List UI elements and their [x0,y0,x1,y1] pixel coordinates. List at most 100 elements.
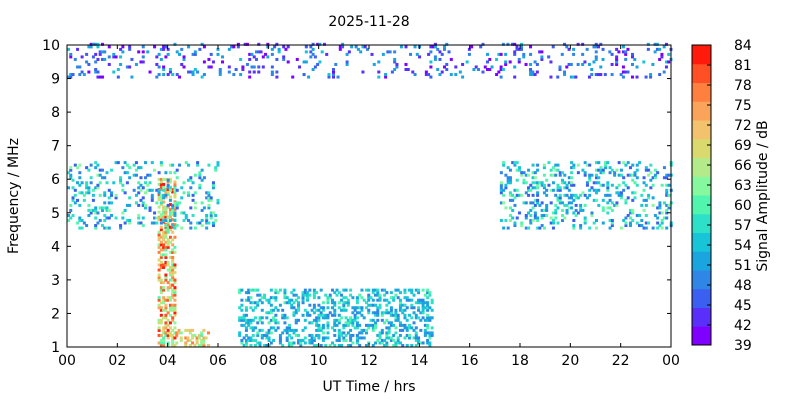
spectrogram-cell [328,293,332,297]
spectrogram-cell [321,308,325,312]
spectrogram-cell [168,298,172,302]
spectrogram-cell [581,62,585,66]
spectrogram-cell [144,206,148,210]
spectrogram-cell [157,195,161,199]
spectrogram-cell [308,338,312,342]
spectrogram-cell [173,250,177,254]
spectrogram-cell [531,176,535,180]
spectrogram-cell [349,321,353,325]
spectrogram-cell [137,166,141,170]
spectrogram-cell [588,188,592,192]
spectrogram-cell [378,333,382,337]
spectrogram-cell [556,196,560,200]
spectrogram-cell [423,318,427,322]
spectrogram-cell [312,306,316,310]
spectrogram-cell [303,291,307,295]
spectrogram-cell [166,193,170,196]
spectrogram-cell [601,183,605,187]
spectrogram-cell [247,338,251,342]
spectrogram-cell [308,303,312,307]
spectrogram-cell [173,186,177,190]
spectrogram-cell [157,278,161,282]
spectrogram-cell [554,208,558,212]
spectrogram-cell [257,42,261,46]
spectrogram-cell [597,168,601,172]
spectrogram-cell [597,45,601,49]
spectrogram-cell [615,201,619,205]
spectrogram-cell [371,288,375,292]
spectrogram-cell [128,221,132,225]
spectrogram-cell [206,331,210,335]
spectrogram-cell [301,298,305,302]
spectrogram-cell [527,193,531,197]
spectrogram-cell [114,216,118,220]
spectrogram-cell [312,311,316,315]
spectrogram-cell [207,196,211,200]
spectrogram-cell [177,331,181,335]
spectrogram-cell [164,45,168,49]
spectrogram-cell [326,301,330,305]
spectrogram-cell [633,173,637,177]
spectrogram-cell [202,206,206,210]
spectrogram-cell [247,298,251,302]
spectrogram-cell [180,226,184,230]
spectrogram-cell [385,333,389,337]
spectrogram-cell [617,191,621,195]
spectrogram-cell [297,301,301,305]
spectrogram-cell [302,60,306,64]
spectrogram-cell [175,206,179,210]
spectrogram-cell [307,75,311,79]
spectrogram-cell [159,318,163,322]
spectrogram-cell [371,298,375,302]
spectrogram-cell [98,206,102,210]
spectrogram-cell [144,181,148,185]
spectrogram-cell [356,47,360,51]
spectrogram-cell [449,73,453,77]
spectrogram-cell [269,318,273,322]
spectrogram-cell [540,201,544,205]
spectrogram-cell [558,65,562,69]
spectrogram-cell [337,291,341,295]
spectrogram-cell [359,50,363,54]
spectrogram-cell [283,328,287,332]
spectrogram-cell [159,221,163,225]
spectrogram-cell [569,62,573,66]
spectrogram-cell [376,333,380,337]
spectrogram-cell [421,298,425,302]
spectrogram-cell [191,328,195,332]
spectrogram-cell [306,313,310,317]
spectrogram-cell [656,216,660,220]
spectrogram-cell [266,42,270,46]
spectrogram-cell [184,336,188,340]
spectrogram-cell [360,288,364,292]
spectrogram-cell [159,213,163,217]
spectrogram-cell [610,201,614,205]
spectrogram-cell [272,296,276,300]
spectrogram-cell [508,191,512,195]
spectrogram-cell [633,171,637,175]
spectrogram-cell [330,341,334,345]
spectrogram-cell [116,68,120,72]
spectrogram-cell [173,223,177,227]
spectrogram-cell [563,42,567,46]
spectrogram-cell [292,311,296,315]
spectrogram-cell [173,226,177,230]
spectrogram-cell [209,52,213,56]
spectrogram-cell [617,161,621,165]
spectrogram-cell [153,45,157,49]
spectrogram-cell [256,293,260,297]
spectrogram-cell [556,183,560,187]
spectrogram-cell [560,52,564,56]
spectrogram-cell [238,291,242,295]
spectrogram-cell [87,45,91,49]
spectrogram-cell [260,316,264,320]
spectrogram-cell [128,47,132,51]
spectrogram-cell [162,68,166,72]
spectrogram-cell [159,265,163,269]
spectrogram-cell [162,233,166,237]
spectrogram-cell [191,198,195,202]
spectrogram-cell [570,161,574,165]
spectrogram-cell [159,338,163,342]
spectrogram-cell [540,183,544,187]
spectrogram-cell [164,306,168,310]
